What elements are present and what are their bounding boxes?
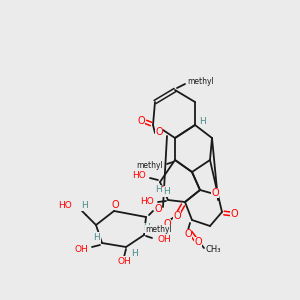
Text: O: O [157,186,165,196]
Text: H: H [81,202,87,211]
Text: methyl: methyl [187,77,214,86]
Text: O: O [163,219,171,229]
Text: O: O [173,211,181,221]
Text: HO: HO [140,197,154,206]
Text: OH: OH [74,244,88,253]
Text: H: H [163,188,170,196]
Text: O: O [111,200,119,210]
Text: O: O [155,127,163,137]
Text: OH: OH [158,235,172,244]
Text: O: O [230,209,238,219]
Text: H: H [200,116,206,125]
Text: O: O [211,188,219,198]
Text: O: O [154,204,162,214]
Text: methyl: methyl [146,226,172,235]
Text: H: H [94,232,100,242]
Text: methyl: methyl [136,161,163,170]
Text: O: O [137,116,145,126]
Text: H: H [154,185,161,194]
Text: H: H [142,224,149,232]
Text: O: O [194,237,202,247]
Text: O: O [184,229,192,239]
Text: HO: HO [58,202,72,211]
Text: CH₃: CH₃ [206,245,221,254]
Text: HO: HO [132,172,146,181]
Text: H: H [130,248,137,257]
Text: OH: OH [117,256,131,266]
